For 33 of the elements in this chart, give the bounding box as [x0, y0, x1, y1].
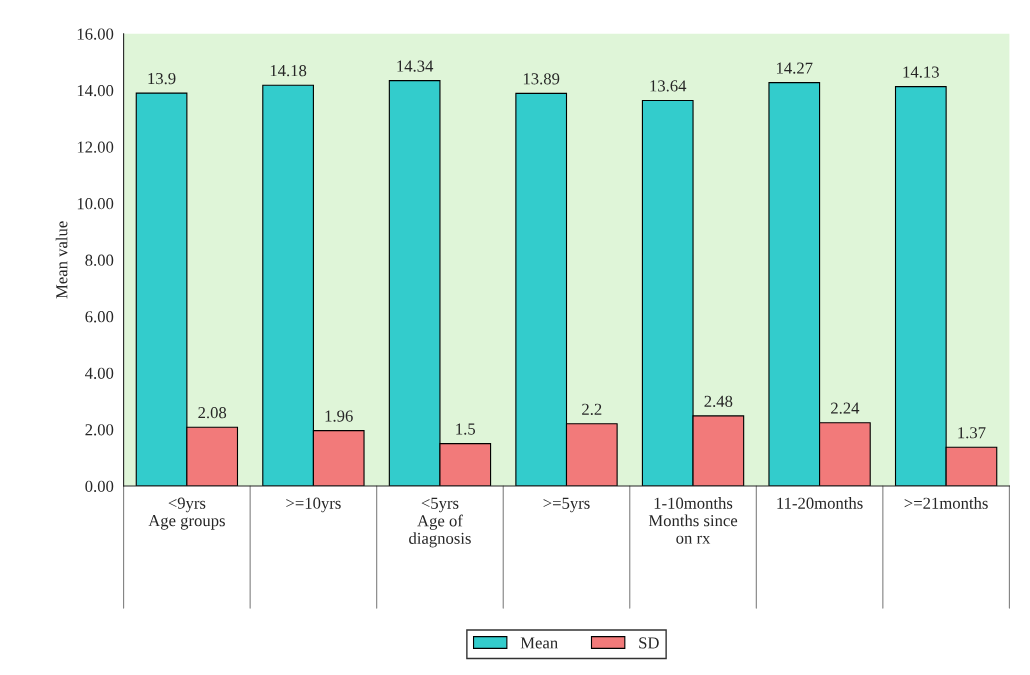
y-tick-label: 16.00: [77, 28, 114, 40]
data-label: 2.2: [582, 403, 602, 415]
data-label: 14.27: [776, 62, 813, 74]
legend-label: SD: [639, 637, 659, 649]
y-tick-label: 4.00: [85, 367, 114, 379]
y-tick-label: 2.00: [85, 424, 114, 436]
data-label: 2.08: [198, 407, 227, 419]
x-tick-label: >=21months: [904, 497, 988, 509]
y-tick-label: 6.00: [85, 311, 114, 323]
y-tick-label: 14.00: [77, 84, 114, 97]
y-tick-label: 12.00: [77, 141, 114, 153]
x-tick-label: <9yrs Age groups: [148, 497, 225, 530]
data-label: 14.13: [903, 66, 939, 78]
y-tick-label: 10.00: [77, 198, 114, 210]
data-label: 2.48: [704, 395, 733, 408]
data-label: 13.9: [148, 72, 176, 85]
y-tick-label: 8.00: [85, 254, 114, 266]
data-label: 2.24: [831, 402, 860, 414]
data-label: 14.34: [397, 60, 434, 72]
x-tick-label: 11-20months: [777, 497, 863, 509]
legend-label: Mean: [520, 637, 558, 649]
data-label: 14.18: [270, 65, 307, 77]
data-label: 13.89: [523, 73, 560, 85]
y-axis-title: Mean value: [55, 221, 68, 299]
data-label: 13.64: [650, 80, 687, 92]
data-label: 1.96: [325, 410, 353, 422]
data-label: 1.5: [456, 423, 476, 435]
data-label: 1.37: [958, 427, 986, 439]
x-tick-label: 1-10months Months since on rx: [648, 497, 738, 544]
y-tick-label: 0.00: [85, 480, 114, 493]
x-tick-label: >=10yrs: [286, 497, 341, 513]
x-tick-label: >=5yrs: [543, 497, 590, 513]
x-tick-label: <5yrs Age of diagnosis: [409, 497, 471, 548]
